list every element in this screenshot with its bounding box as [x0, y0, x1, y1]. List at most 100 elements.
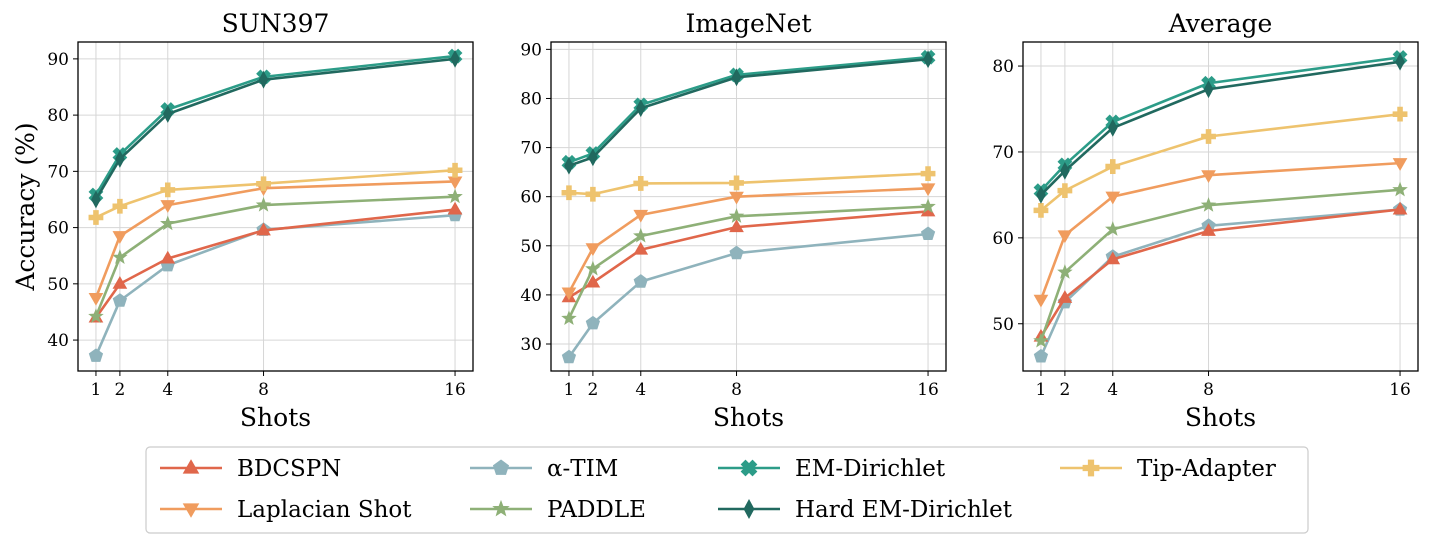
data-point	[731, 68, 742, 87]
series-hard-em-dirichlet	[91, 49, 460, 209]
legend-item-bdcspn: BDCSPN	[160, 456, 341, 482]
series-paddle	[561, 198, 936, 326]
data-point	[160, 200, 176, 213]
data-point	[633, 241, 649, 255]
panel-imagenet: 1 2 4 8 16 30 40 50 60 70 80 90 ImageNet Shots	[520, 9, 947, 432]
data-point	[255, 196, 272, 212]
series-paddle	[88, 188, 463, 324]
plot-frame	[550, 41, 947, 372]
data-point	[1036, 186, 1046, 204]
data-point	[447, 201, 463, 215]
legend-label: Tip-Adapter	[1137, 456, 1276, 482]
data-point	[585, 260, 601, 276]
series-line	[1039, 208, 1401, 338]
data-point	[88, 348, 104, 362]
legend-item-hard-em-dirichlet: Hard EM-Dirichlet	[718, 497, 1013, 523]
data-point	[160, 215, 176, 231]
series-em-dirichlet	[88, 48, 463, 203]
series-tip-adapter	[1033, 106, 1408, 218]
x-tick-label: 4	[162, 380, 173, 400]
legend-box	[145, 446, 1309, 534]
series-line	[95, 168, 456, 219]
series-line	[1039, 208, 1401, 357]
y-tick-label: 50	[992, 315, 1014, 335]
data-point	[256, 222, 271, 236]
y-tick-label: 50	[520, 237, 542, 257]
legend-item-em-dirichlet: EM-Dirichlet	[718, 456, 946, 482]
data-point	[729, 219, 744, 233]
series-line	[568, 55, 929, 164]
data-point	[1057, 290, 1073, 303]
legend-marker	[740, 459, 758, 477]
data-point	[585, 243, 601, 257]
legend-item-laplacian-shot: Laplacian Shot	[160, 497, 412, 523]
y-tick-label: 70	[47, 162, 69, 182]
data-point	[450, 49, 460, 68]
plot-frame	[77, 41, 474, 372]
data-point	[564, 156, 574, 175]
x-axis-label: Shots	[713, 403, 784, 432]
legend-label: EM-Dirichlet	[795, 456, 946, 482]
series-line	[94, 208, 456, 319]
y-tick-label: 50	[47, 275, 69, 295]
series-hard-em-dirichlet	[1036, 52, 1405, 204]
series-line	[567, 232, 929, 359]
data-point	[1201, 223, 1216, 236]
y-tick-label: 70	[520, 139, 542, 159]
x-tick-label: 16	[917, 380, 939, 400]
data-point	[561, 310, 577, 326]
data-point	[1392, 106, 1408, 122]
data-point	[88, 308, 104, 324]
data-point	[1060, 161, 1070, 180]
legend-marker	[743, 498, 755, 520]
series-line	[568, 57, 929, 167]
series-line	[1040, 56, 1401, 192]
series-laplacian-shot	[561, 183, 936, 301]
data-point	[1392, 181, 1408, 197]
x-tick-label: 2	[587, 380, 598, 400]
legend-marker	[182, 503, 200, 518]
y-tick-label: 90	[47, 50, 69, 70]
data-point	[1105, 251, 1121, 265]
x-tick-label: 2	[1059, 380, 1070, 400]
y-tick-label: 40	[47, 331, 69, 351]
x-axis-label: Shots	[240, 403, 311, 432]
plot-frame	[1022, 41, 1419, 372]
data-point	[1057, 183, 1073, 199]
data-point	[1105, 159, 1121, 174]
legend-label: Laplacian Shot	[237, 497, 412, 523]
y-tick-label: 60	[520, 188, 542, 208]
x-tick-label: 8	[258, 380, 269, 400]
data-point	[920, 198, 936, 214]
legend-marker	[182, 459, 200, 474]
x-tick-label: 1	[1036, 380, 1047, 400]
data-point	[160, 250, 176, 264]
series-hard-em-dirichlet	[564, 50, 933, 175]
data-point	[447, 188, 463, 204]
data-point	[920, 226, 936, 241]
y-tick-label: 60	[47, 219, 69, 239]
data-point	[112, 293, 128, 307]
legend-label: PADDLE	[547, 497, 646, 523]
panel-title: SUN397	[222, 9, 330, 38]
series-line	[1040, 112, 1401, 212]
data-point	[447, 162, 463, 178]
data-point	[112, 249, 128, 264]
x-tick-label: 8	[731, 380, 742, 400]
data-point	[633, 227, 649, 243]
data-point	[162, 105, 173, 123]
data-point	[88, 210, 104, 225]
x-tick-label: 1	[91, 380, 102, 400]
data-point	[729, 245, 744, 260]
y-axis-label: Accuracy (%)	[11, 122, 40, 291]
legend-marker	[492, 459, 510, 475]
data-point	[585, 274, 601, 288]
data-point	[1392, 201, 1408, 215]
legend-marker	[492, 499, 510, 517]
y-tick-label: 90	[520, 40, 542, 60]
data-point	[633, 209, 649, 223]
legend-label: Hard EM-Dirichlet	[795, 497, 1013, 523]
data-point	[633, 176, 649, 191]
data-point	[1105, 191, 1121, 205]
series-em-dirichlet	[561, 49, 936, 170]
